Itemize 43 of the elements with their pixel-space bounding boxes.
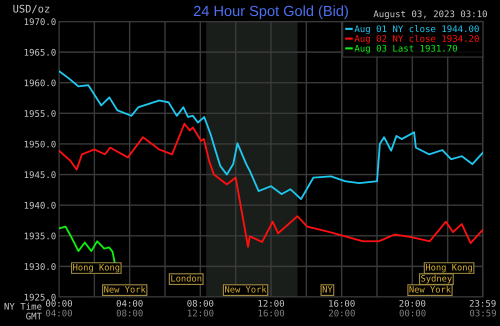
x-tick-label: 00:00 — [46, 300, 72, 307]
legend-label: Aug 01 NY close 1944.00 — [354, 25, 479, 34]
y-tick-label: 1930.0 — [24, 263, 56, 270]
y-tick-label: 1940.0 — [24, 202, 56, 209]
annotation: NY — [322, 286, 333, 293]
y-tick-label: 1970.0 — [24, 18, 56, 26]
y-tick-label: 1935.0 — [24, 232, 56, 240]
y-tick-label: 1965.0 — [24, 48, 56, 56]
chart-title: 24 Hour Spot Gold (Bid) — [194, 5, 348, 19]
y-tick-label: 1945.0 — [24, 171, 56, 178]
x2-tick-label: 16:00 — [258, 310, 284, 316]
line-series — [59, 70, 483, 200]
x-tick-label: 23:59 — [470, 300, 496, 307]
x-tick-label: 12:00 — [258, 300, 284, 307]
x2-tick-label: 04:00 — [46, 310, 72, 316]
chart-subtitle: August 03, 2023 03:10 — [374, 10, 487, 20]
legend-label: Aug 02 NY close 1934.20 — [354, 34, 479, 44]
annotation: Sydney — [421, 274, 452, 284]
x2-tick-label: 00:00 — [400, 310, 426, 316]
annotation: New York — [410, 286, 451, 293]
y-tick-label: 1960.0 — [24, 79, 56, 86]
annotation: Hong Kong — [426, 264, 472, 272]
line-series — [59, 122, 483, 248]
legend-label: Aug 03 Last 1931.70 — [354, 44, 458, 54]
y-axis-title: USD/oz — [13, 4, 50, 14]
annotation: New York — [104, 286, 146, 293]
x2-tick-label: 12:00 — [188, 310, 214, 316]
x-tick-label: 20:00 — [399, 300, 426, 307]
annotation: New York — [225, 286, 266, 293]
x2-tick-label: 03:59 — [470, 310, 496, 316]
x2-tick-label: 20:00 — [328, 310, 355, 316]
x-tick-label: 04:00 — [116, 300, 143, 307]
y-tick-label: 1950.0 — [24, 140, 56, 148]
annotation: Hong Kong — [73, 264, 120, 272]
x-axis-title: NY Time — [4, 302, 42, 310]
y-tick-label: 1925.0 — [24, 294, 56, 301]
x2-tick-label: 08:00 — [116, 310, 143, 316]
x-tick-label: 16:00 — [329, 300, 355, 307]
annotation: London — [171, 274, 202, 282]
x2-axis-title: GMT — [26, 312, 42, 320]
y-tick-label: 1955.0 — [24, 110, 56, 117]
line-series — [59, 226, 116, 264]
x-tick-label: 08:00 — [187, 300, 214, 307]
